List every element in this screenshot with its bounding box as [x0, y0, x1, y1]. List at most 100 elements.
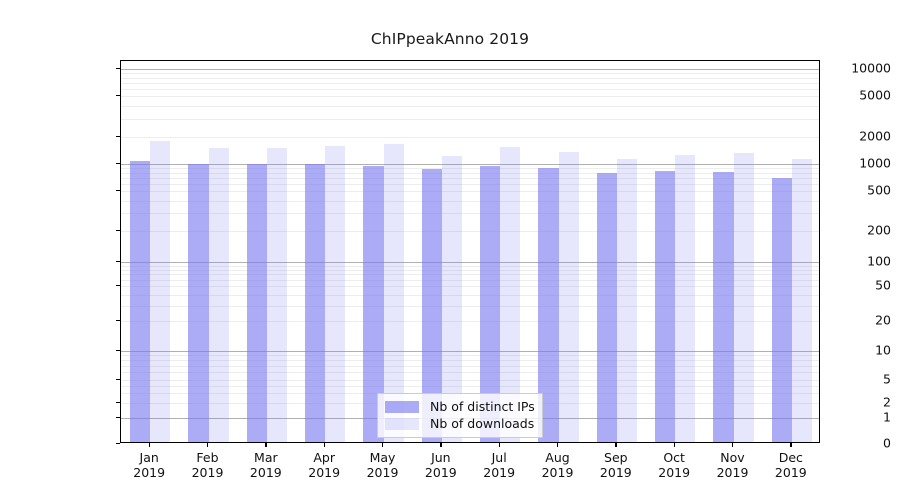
y-tick-label: 100 — [867, 253, 891, 269]
y-tick-label: 10 — [875, 342, 891, 358]
legend-item: Nb of downloads — [385, 415, 535, 432]
x-tick-mark — [148, 443, 150, 447]
minor-gridline — [121, 172, 819, 174]
y-tick-label: 5000 — [859, 87, 891, 103]
y-tick-mark — [116, 260, 120, 262]
x-tick-label: Feb 2019 — [191, 450, 224, 480]
x-tick-label: Oct 2019 — [658, 450, 691, 480]
minor-gridline — [121, 269, 819, 271]
bar-distinct-ips — [246, 164, 267, 442]
bar-distinct-ips — [596, 173, 617, 442]
y-tick-label: 500 — [867, 182, 891, 198]
minor-gridline — [121, 305, 819, 307]
minor-gridline — [121, 286, 819, 287]
bar-group — [188, 61, 229, 442]
legend-label-downloads: Nb of downloads — [430, 416, 535, 431]
bar-downloads — [616, 159, 637, 442]
x-tick-label: May 2019 — [366, 450, 399, 480]
y-tick-mark — [116, 442, 120, 444]
major-gridline — [121, 351, 819, 352]
bar-group — [538, 61, 579, 442]
x-tick-mark — [732, 443, 734, 447]
bar-downloads — [150, 141, 171, 442]
minor-gridline — [121, 372, 819, 374]
minor-gridline — [121, 265, 819, 267]
bar-group — [596, 61, 637, 442]
y-tick-mark — [116, 67, 120, 69]
bar-distinct-ips — [538, 168, 559, 442]
x-tick-mark — [265, 443, 267, 447]
major-gridline — [121, 262, 819, 263]
bar-downloads — [383, 144, 404, 442]
minor-gridline — [121, 355, 819, 357]
bar-group — [771, 61, 812, 442]
x-tick-mark — [498, 443, 500, 447]
bar-distinct-ips — [130, 160, 151, 442]
y-tick-mark — [116, 319, 120, 321]
minor-gridline — [121, 137, 819, 138]
bar-group — [363, 61, 404, 442]
x-tick-mark — [323, 443, 325, 447]
bar-downloads — [441, 155, 462, 442]
y-tick-mark — [116, 94, 120, 96]
y-tick-label: 50 — [875, 277, 891, 293]
legend-item: Nb of distinct IPs — [385, 398, 535, 415]
y-tick-label: 2000 — [859, 128, 891, 144]
x-tick-mark — [557, 443, 559, 447]
chart-title: ChIPpeakAnno 2019 — [370, 30, 530, 48]
y-tick-mark — [116, 416, 120, 418]
x-tick-mark — [790, 443, 792, 447]
minor-gridline — [121, 191, 819, 192]
x-tick-mark — [440, 443, 442, 447]
bar-group — [305, 61, 346, 442]
y-tick-mark — [116, 349, 120, 351]
minor-gridline — [121, 380, 819, 381]
bar-downloads — [208, 147, 229, 442]
bar-group — [713, 61, 754, 442]
bar-group — [480, 61, 521, 442]
y-tick-label: 10000 — [851, 60, 891, 76]
bar-group — [655, 61, 696, 442]
bar-downloads — [558, 151, 579, 442]
minor-gridline — [121, 118, 819, 120]
y-tick-label: 1 — [883, 409, 891, 425]
minor-gridline — [121, 294, 819, 296]
bar-downloads — [733, 153, 754, 442]
x-tick-label: Apr 2019 — [308, 450, 341, 480]
y-tick-mark — [116, 378, 120, 380]
y-tick-mark — [116, 189, 120, 191]
bar-distinct-ips — [480, 166, 501, 442]
y-tick-mark — [116, 135, 120, 137]
x-tick-label: Aug 2019 — [541, 450, 574, 480]
minor-gridline — [121, 177, 819, 179]
minor-gridline — [121, 279, 819, 281]
bar-group — [246, 61, 287, 442]
major-gridline — [121, 69, 819, 70]
bar-downloads — [791, 159, 812, 442]
x-tick-mark — [673, 443, 675, 447]
minor-gridline — [121, 96, 819, 97]
plot-area — [120, 60, 820, 443]
minor-gridline — [121, 385, 819, 387]
minor-gridline — [121, 183, 819, 185]
bar-distinct-ips — [771, 178, 792, 442]
bar-distinct-ips — [188, 163, 209, 442]
bar-downloads — [266, 148, 287, 442]
minor-gridline — [121, 168, 819, 170]
y-tick-label: 1000 — [859, 155, 891, 171]
bar-distinct-ips — [713, 171, 734, 442]
x-tick-mark — [615, 443, 617, 447]
y-tick-mark — [116, 401, 120, 403]
x-tick-label: Jun 2019 — [424, 450, 457, 480]
y-tick-label: 20 — [875, 312, 891, 328]
x-tick-label: Mar 2019 — [249, 450, 282, 480]
bar-distinct-ips — [421, 168, 442, 442]
y-tick-mark — [116, 162, 120, 164]
minor-gridline — [121, 213, 819, 215]
bar-group — [421, 61, 462, 442]
x-tick-label: Nov 2019 — [716, 450, 749, 480]
minor-gridline — [121, 82, 819, 84]
legend-label-distinct-ips: Nb of distinct IPs — [430, 399, 535, 414]
x-tick-label: Jan 2019 — [133, 450, 166, 480]
